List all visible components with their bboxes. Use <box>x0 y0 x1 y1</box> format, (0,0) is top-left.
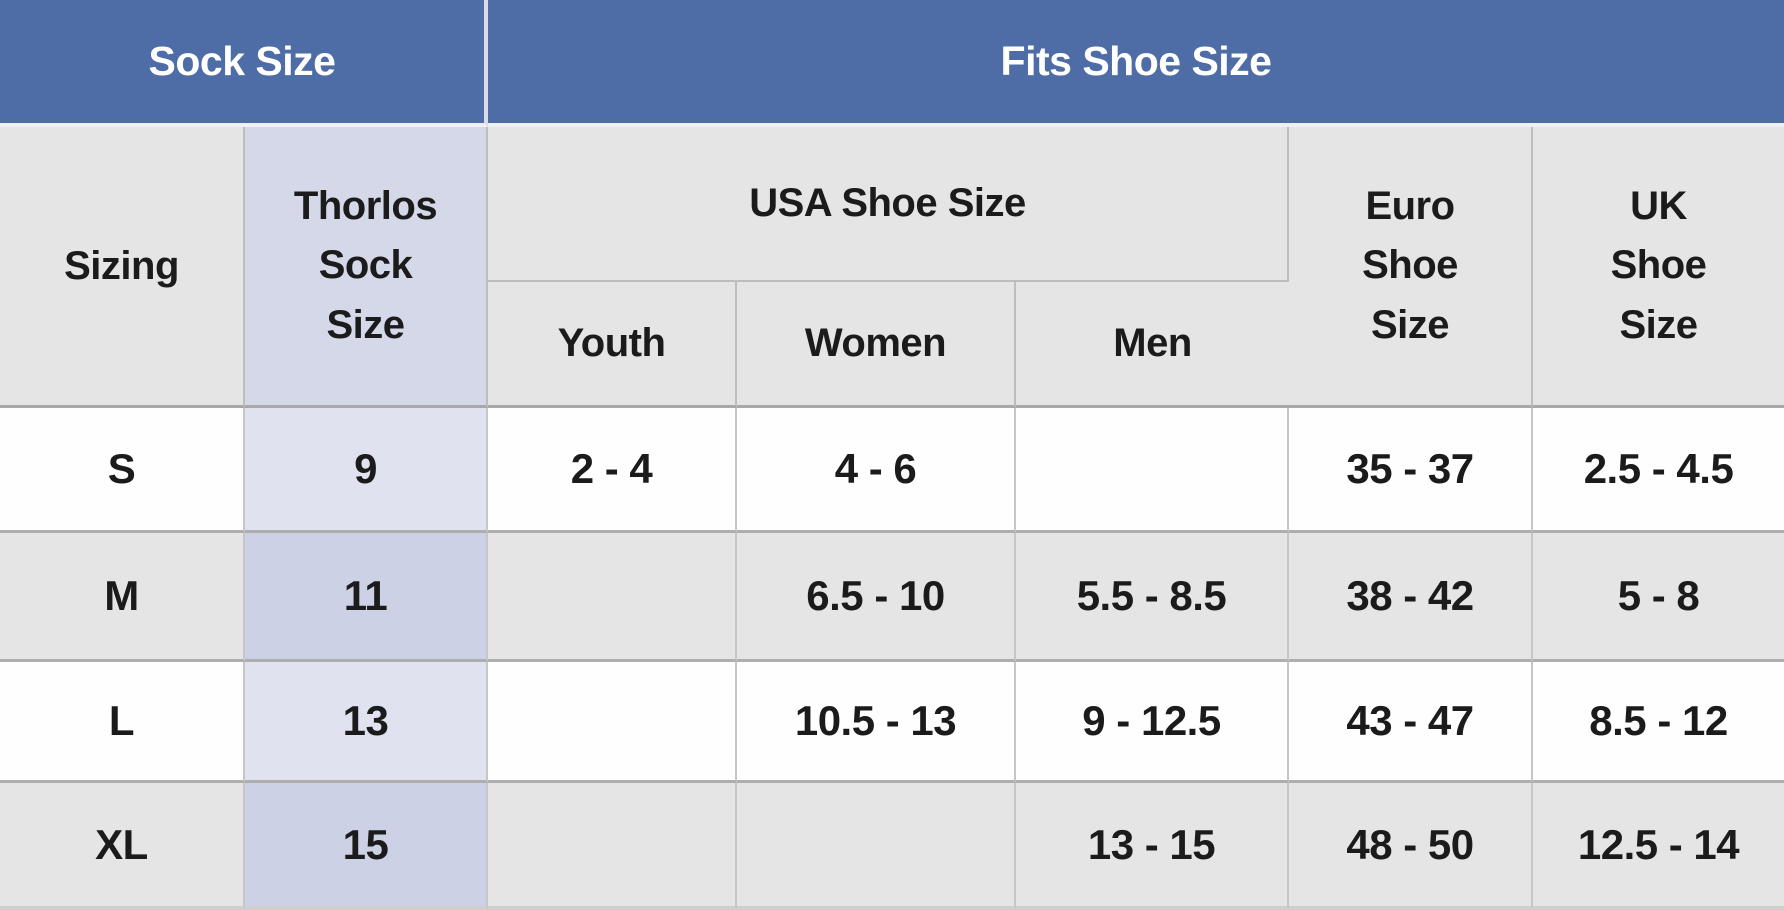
size-row-l: L 13 10.5 - 13 9 - 12.5 43 - 47 8.5 - 12 <box>0 662 1784 783</box>
cell-m-thorlos: 11 <box>245 533 488 662</box>
cell-xl-usa-youth <box>488 783 737 910</box>
cell-l-euro: 43 - 47 <box>1289 662 1533 783</box>
cell-l-usa-women: 10.5 - 13 <box>737 662 1016 783</box>
cell-m-euro: 38 - 42 <box>1289 533 1533 662</box>
sizing-column-header: Sizing <box>0 127 245 408</box>
cell-l-thorlos: 13 <box>245 662 488 783</box>
cell-xl-uk: 12.5 - 14 <box>1533 783 1784 910</box>
fits-shoe-size-group-header: Fits Shoe Size <box>488 0 1784 127</box>
cell-m-uk: 5 - 8 <box>1533 533 1784 662</box>
cell-s-usa-youth: 2 - 4 <box>488 408 737 533</box>
cell-xl-usa-men: 13 - 15 <box>1016 783 1289 910</box>
cell-m-usa-women: 6.5 - 10 <box>737 533 1016 662</box>
youth-column-header: Youth <box>488 282 737 408</box>
cell-s-usa-men <box>1016 408 1289 533</box>
cell-l-uk: 8.5 - 12 <box>1533 662 1784 783</box>
cell-l-sizing: L <box>0 662 245 783</box>
cell-xl-usa-women <box>737 783 1016 910</box>
cell-s-uk: 2.5 - 4.5 <box>1533 408 1784 533</box>
size-row-xl: XL 15 13 - 15 48 - 50 12.5 - 14 <box>0 783 1784 910</box>
cell-s-sizing: S <box>0 408 245 533</box>
cell-xl-sizing: XL <box>0 783 245 910</box>
sock-size-group-header: Sock Size <box>0 0 488 127</box>
group-header-row: Sock Size Fits Shoe Size <box>0 0 1784 127</box>
cell-s-euro: 35 - 37 <box>1289 408 1533 533</box>
column-header-row: Sizing Thorlos Sock Size USA Shoe Size E… <box>0 127 1784 408</box>
euro-shoe-size-column-header: Euro Shoe Size <box>1289 127 1533 408</box>
cell-s-usa-women: 4 - 6 <box>737 408 1016 533</box>
cell-m-usa-youth <box>488 533 737 662</box>
cell-xl-thorlos: 15 <box>245 783 488 910</box>
usa-shoe-size-group-header: USA Shoe Size <box>488 127 1289 282</box>
usa-subheader-row: Youth Women Men <box>0 282 1784 408</box>
cell-m-usa-men: 5.5 - 8.5 <box>1016 533 1289 662</box>
size-row-s: S 9 2 - 4 4 - 6 35 - 37 2.5 - 4.5 <box>0 408 1784 533</box>
cell-l-usa-youth <box>488 662 737 783</box>
uk-shoe-size-column-header: UK Shoe Size <box>1533 127 1784 408</box>
size-row-m: M 11 6.5 - 10 5.5 - 8.5 38 - 42 5 - 8 <box>0 533 1784 662</box>
cell-l-usa-men: 9 - 12.5 <box>1016 662 1289 783</box>
men-column-header: Men <box>1016 282 1289 408</box>
thorlos-sock-size-column-header: Thorlos Sock Size <box>245 127 488 408</box>
women-column-header: Women <box>737 282 1016 408</box>
cell-s-thorlos: 9 <box>245 408 488 533</box>
cell-xl-euro: 48 - 50 <box>1289 783 1533 910</box>
cell-m-sizing: M <box>0 533 245 662</box>
